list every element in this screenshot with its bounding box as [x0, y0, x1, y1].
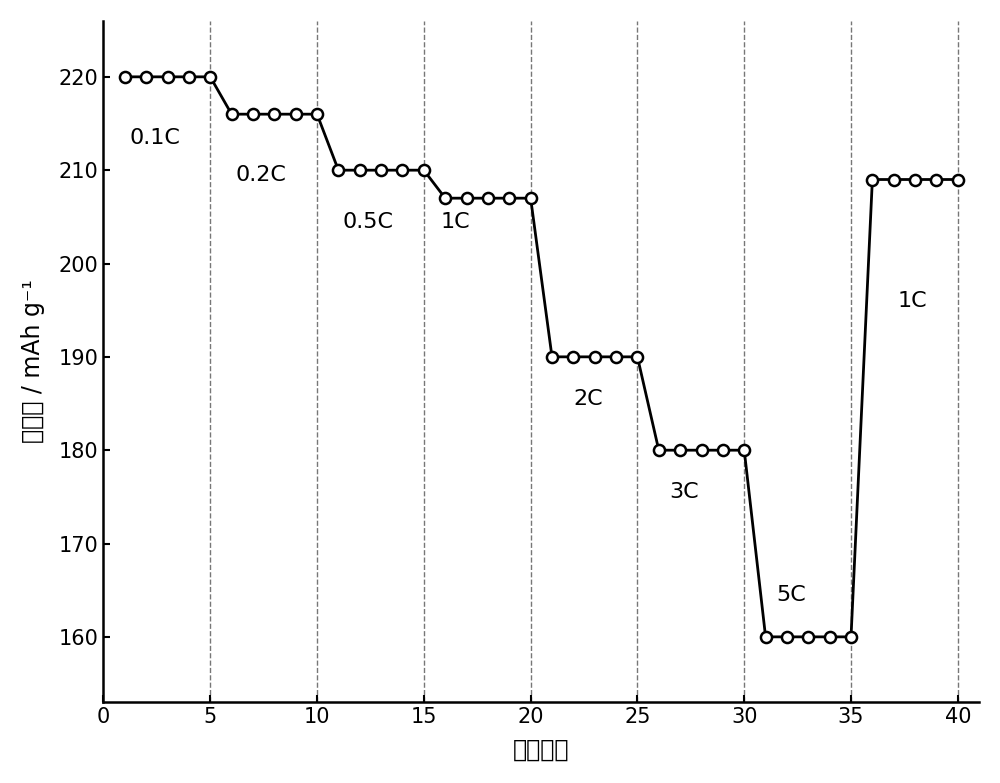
Y-axis label: 比容量 / mAh g⁻¹: 比容量 / mAh g⁻¹ [21, 280, 45, 443]
Text: 2C: 2C [573, 389, 603, 409]
Text: 3C: 3C [669, 482, 699, 502]
Text: 1C: 1C [898, 290, 928, 311]
Text: 0.2C: 0.2C [236, 165, 287, 185]
X-axis label: 循环次数: 循环次数 [513, 738, 570, 762]
Text: 1C: 1C [441, 211, 471, 232]
Text: 0.1C: 0.1C [129, 128, 180, 147]
Text: 0.5C: 0.5C [343, 211, 394, 232]
Text: 5C: 5C [776, 585, 806, 604]
